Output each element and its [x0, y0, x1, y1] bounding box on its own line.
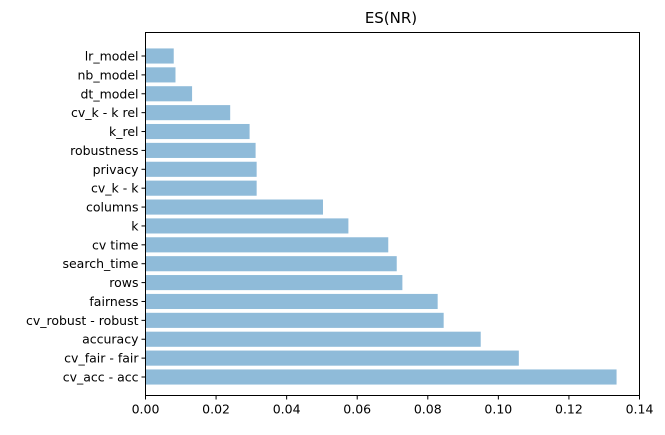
- bars-layer: [145, 48, 617, 385]
- bar: [145, 48, 174, 64]
- y-tick-label: cv time: [92, 237, 139, 252]
- bar: [145, 67, 176, 83]
- x-tick-label: 0.00: [132, 402, 160, 417]
- bar: [145, 199, 323, 215]
- x-tick-label: 0.02: [202, 402, 230, 417]
- x-tick-label: 0.10: [484, 402, 512, 417]
- bar: [145, 180, 257, 196]
- y-tick-label: k: [131, 218, 139, 233]
- y-tick-label: robustness: [70, 143, 138, 158]
- y-tick-label: k_rel: [109, 124, 139, 139]
- y-tick-label: nb_model: [77, 67, 138, 82]
- bar: [145, 275, 403, 291]
- x-tick-label: 0.12: [555, 402, 583, 417]
- y-tick-label: cv_fair - fair: [64, 351, 139, 366]
- y-tick-label: fairness: [89, 294, 138, 309]
- y-tick-label: rows: [109, 275, 138, 290]
- y-axis: cv_acc - acc cv_fair - fair accuracy cv_rob…: [26, 49, 146, 385]
- y-tick-label: cv_acc - acc: [63, 370, 139, 385]
- x-tick-label: 0.04: [273, 402, 301, 417]
- bar: [145, 218, 349, 234]
- bar: [145, 369, 617, 385]
- x-tick-label: 0.06: [343, 402, 371, 417]
- bar: [145, 256, 397, 272]
- bar: [145, 293, 438, 310]
- bar: [145, 237, 389, 253]
- bar: [145, 105, 231, 121]
- x-tick-label: 0.08: [414, 402, 442, 417]
- plot-frame: [145, 32, 640, 396]
- y-tick-label: accuracy: [82, 332, 139, 347]
- bar: [145, 312, 444, 328]
- bar: [145, 123, 250, 140]
- y-tick-label: cv_k - k rel: [71, 105, 138, 120]
- bar: [145, 142, 256, 158]
- y-tick-label: columns: [86, 200, 139, 215]
- y-tick-label: cv_robust - robust: [26, 313, 139, 328]
- bar: [145, 86, 193, 102]
- bar: [145, 331, 481, 347]
- bar: [145, 350, 519, 366]
- y-tick-label: privacy: [93, 162, 139, 177]
- y-tick-label: dt_model: [80, 86, 138, 101]
- bar: [145, 161, 257, 177]
- chart-title: ES(NR): [365, 9, 417, 27]
- y-tick-label: search_time: [62, 256, 138, 271]
- y-tick-label: cv_k - k: [91, 181, 139, 196]
- x-axis: 0.00 0.02 0.04 0.06 0.08 0.10 0.12 0.14: [132, 395, 654, 417]
- y-tick-label: lr_model: [85, 49, 139, 64]
- x-tick-label: 0.14: [626, 402, 654, 417]
